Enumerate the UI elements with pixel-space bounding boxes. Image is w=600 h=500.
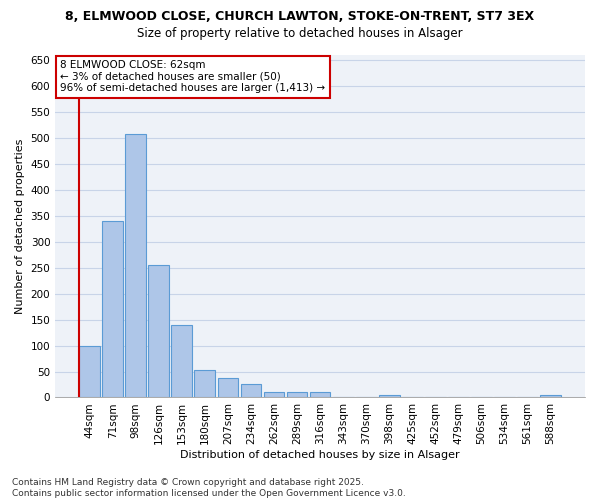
Bar bbox=[172, 325, 192, 398]
Bar bbox=[287, 392, 307, 398]
Bar bbox=[102, 221, 123, 398]
Bar bbox=[241, 384, 262, 398]
Bar bbox=[218, 378, 238, 398]
Bar bbox=[148, 265, 169, 398]
Text: 8 ELMWOOD CLOSE: 62sqm
← 3% of detached houses are smaller (50)
96% of semi-deta: 8 ELMWOOD CLOSE: 62sqm ← 3% of detached … bbox=[61, 60, 326, 94]
X-axis label: Distribution of detached houses by size in Alsager: Distribution of detached houses by size … bbox=[180, 450, 460, 460]
Text: Size of property relative to detached houses in Alsager: Size of property relative to detached ho… bbox=[137, 28, 463, 40]
Bar bbox=[540, 395, 561, 398]
Bar bbox=[79, 346, 100, 398]
Text: 8, ELMWOOD CLOSE, CHURCH LAWTON, STOKE-ON-TRENT, ST7 3EX: 8, ELMWOOD CLOSE, CHURCH LAWTON, STOKE-O… bbox=[65, 10, 535, 23]
Text: Contains HM Land Registry data © Crown copyright and database right 2025.
Contai: Contains HM Land Registry data © Crown c… bbox=[12, 478, 406, 498]
Bar bbox=[263, 392, 284, 398]
Bar bbox=[125, 134, 146, 398]
Y-axis label: Number of detached properties: Number of detached properties bbox=[15, 138, 25, 314]
Bar bbox=[310, 392, 331, 398]
Bar bbox=[194, 370, 215, 398]
Bar bbox=[379, 395, 400, 398]
